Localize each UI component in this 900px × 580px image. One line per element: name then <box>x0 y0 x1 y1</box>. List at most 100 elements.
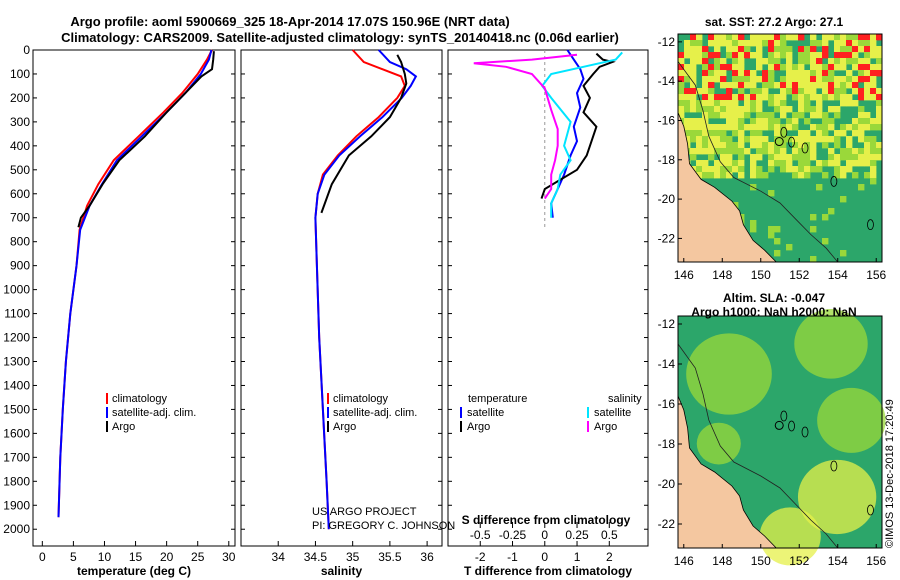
pi-credit: PI: GREGORY C. JOHNSON <box>312 520 455 532</box>
sst-cell <box>702 46 709 53</box>
plot-frame-2 <box>240 49 443 547</box>
sst-cell <box>726 34 733 41</box>
sst-cell <box>738 148 745 155</box>
sst-cell <box>804 52 811 59</box>
reef-outline <box>867 219 874 231</box>
sst-cell <box>792 118 799 125</box>
sst-cell <box>876 64 883 71</box>
sst-cell <box>756 130 763 137</box>
sst-cell <box>708 106 715 113</box>
sst-cell <box>780 136 787 143</box>
sst-cell <box>834 88 841 95</box>
sst-cell <box>852 40 859 47</box>
y-tick-label: 1100 <box>4 307 30 321</box>
sst-cell <box>774 226 781 233</box>
sst-cell <box>870 76 877 83</box>
sst-cell <box>744 70 751 77</box>
sst-cell <box>732 124 739 131</box>
sla-blob <box>686 333 772 415</box>
sst-cell <box>768 166 775 173</box>
sst-cell <box>870 148 877 155</box>
sst-cell <box>726 106 733 113</box>
sst-cell <box>726 148 733 155</box>
sst-cell <box>720 130 727 137</box>
sst-cell <box>774 136 781 143</box>
sst-cell <box>732 94 739 101</box>
sst-cell <box>864 34 871 41</box>
y-tick-label: 1500 <box>3 402 30 416</box>
imos-watermark: ©IMOS 13-Dec-2018 17:20:49 <box>884 399 896 548</box>
sst-cell <box>696 46 703 53</box>
sst-cell <box>714 40 721 47</box>
sst-cell <box>768 40 775 47</box>
sst-cell <box>870 172 877 179</box>
sst-cell <box>696 148 703 155</box>
sst-cell <box>702 88 709 95</box>
reef-outline <box>780 410 788 422</box>
sst-cell <box>846 136 853 143</box>
sst-cell <box>732 148 739 155</box>
sst-cell <box>870 118 877 125</box>
sst-cell <box>798 166 805 173</box>
sst-cell <box>816 130 823 137</box>
sst-cell <box>726 154 733 161</box>
sst-cell <box>708 100 715 107</box>
sst-cell <box>696 130 703 137</box>
sst-cell <box>828 94 835 101</box>
map-x-tick-label: 148 <box>712 268 732 282</box>
y-tick-label: 1800 <box>3 474 30 488</box>
y-tick-label: 1200 <box>3 331 30 345</box>
sst-cell <box>852 76 859 83</box>
x-tick-label: 15 <box>129 550 143 564</box>
reef-outline <box>780 126 788 138</box>
sst-cell <box>852 118 859 125</box>
sst-cell <box>786 88 793 95</box>
sst-cell <box>840 58 847 65</box>
sst-cell <box>864 94 871 101</box>
sst-cell <box>708 172 715 179</box>
legend-label: satellite-adj. clim. <box>333 407 417 419</box>
sst-cell <box>864 136 871 143</box>
x-tick-label: 5 <box>70 550 77 564</box>
sst-cell <box>768 148 775 155</box>
sst-cell <box>762 136 769 143</box>
sst-cell <box>810 148 817 155</box>
sst-cell <box>768 52 775 59</box>
sst-cell <box>834 94 841 101</box>
reef-outline <box>801 142 809 154</box>
map-y-tick-label: -12 <box>658 317 676 331</box>
sst-cell <box>846 82 853 89</box>
sst-cell <box>684 124 691 131</box>
sst-cell <box>780 160 787 167</box>
y-tick-label: 2000 <box>3 522 30 536</box>
sst-cell <box>840 76 847 83</box>
sst-cell <box>768 142 775 149</box>
sst-cell <box>678 52 685 59</box>
sst-cell <box>702 136 709 143</box>
sst-cell <box>690 148 697 155</box>
sst-cell <box>876 100 883 107</box>
sst-cell <box>876 58 883 65</box>
sst-cell <box>774 82 781 89</box>
sst-cell <box>762 88 769 95</box>
sst-cell <box>828 208 835 215</box>
sst-cell <box>756 148 763 155</box>
sst-cell <box>738 160 745 167</box>
sst-cell <box>768 34 775 41</box>
sst-cell <box>828 118 835 125</box>
sst-cell <box>738 64 745 71</box>
sst-cell <box>792 166 799 173</box>
sst-cell <box>804 142 811 149</box>
sst-cell <box>876 34 883 41</box>
sst-cell <box>708 148 715 155</box>
sst-cell <box>756 106 763 113</box>
sst-cell <box>732 64 739 71</box>
y-tick-label: 600 <box>10 187 30 201</box>
sst-cell <box>720 166 727 173</box>
sst-cell <box>816 70 823 77</box>
sst-cell <box>822 136 829 143</box>
sst-cell <box>798 52 805 59</box>
sst-cell <box>822 88 829 95</box>
sst-cell <box>756 112 763 119</box>
sst-cell <box>690 124 697 131</box>
